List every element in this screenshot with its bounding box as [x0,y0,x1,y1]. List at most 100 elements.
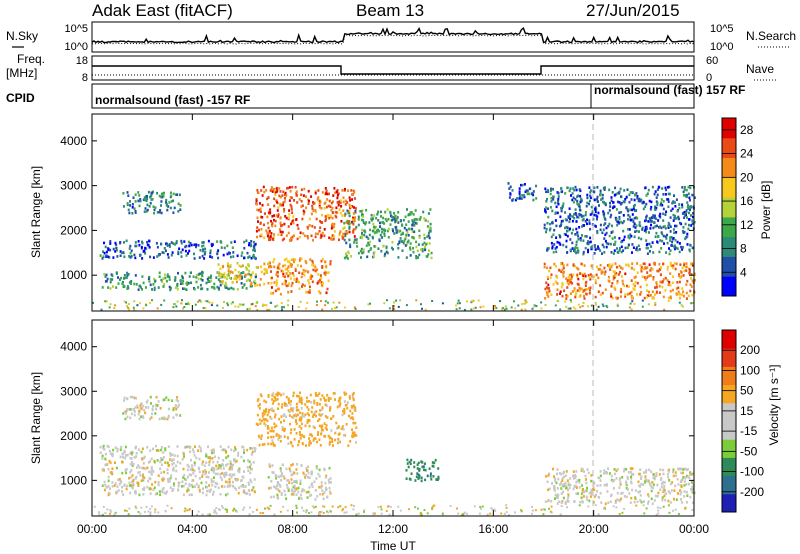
velocity-cell [275,477,278,480]
power-cell [160,242,163,246]
power-cell [282,264,285,268]
power-cell [577,216,580,219]
power-cell [671,240,674,244]
power-cell [163,283,166,286]
velocity-cell [648,482,651,486]
velocity-cell [132,479,135,482]
velocity-cell [615,506,618,509]
power-cell [651,241,654,244]
velocity-cell [279,467,282,470]
power-cell [633,222,636,226]
power-cell [667,200,670,203]
power-cell [178,193,181,197]
velocity-cell [273,485,276,488]
velocity-cell [680,498,682,501]
power-cell [290,290,293,293]
power-cell [257,220,259,223]
velocity-cell [599,484,602,487]
power-cell [158,194,161,198]
velocity-cell [584,489,587,493]
velocity-cell [267,427,270,430]
power-cell [245,266,248,269]
power-cell [594,248,597,251]
power-cell [688,270,691,274]
velocity-cell [405,469,408,472]
velocity-cell [297,408,300,412]
power-cell [608,209,611,212]
power-cell [148,246,151,249]
velocity-cell [281,403,284,406]
freq-tick-low: 8 [82,72,88,84]
power-cell [152,205,155,208]
power-cell [395,228,398,232]
power-cell [607,224,610,228]
power-cell [401,223,403,226]
power-cell [276,266,279,270]
velocity-cell [253,446,256,450]
power-cell [338,238,340,242]
velocity-cell [590,474,593,477]
power-cell [560,206,563,210]
velocity-cell [146,485,149,489]
power-cell [688,211,690,215]
velocity-cell [228,478,231,481]
power-cell [178,247,181,250]
power-cell [248,243,250,247]
velocity-cell [218,508,220,511]
power-cell [381,230,384,234]
power-cell [141,275,144,278]
power-cell [685,262,688,265]
velocity-cell [182,452,185,456]
power-cell [555,236,558,239]
power-cell [614,274,617,277]
velocity-y-tick-label: 4000 [60,340,87,354]
velocity-cell [313,413,316,416]
power-cell [668,185,671,189]
power-cell [662,278,665,281]
power-cell [632,220,635,223]
velocity-cell [267,431,269,435]
power-cell [565,225,568,229]
power-cell [326,192,329,196]
velocity-cell [244,485,247,488]
velocity-cell [672,468,675,471]
power-cell [252,245,255,248]
power-cell [628,306,631,309]
power-cell [668,223,671,226]
power-cell [227,251,230,254]
power-cell [540,301,543,304]
velocity-cell [578,486,581,489]
velocity-cell [188,473,191,476]
power-cell [636,281,639,285]
power-cell [373,251,376,254]
velocity-cell [176,460,179,464]
velocity-cell [161,490,164,494]
power-cell [560,219,563,223]
velocity-cell [181,485,183,488]
power-cell [169,206,172,210]
power-cell [344,234,347,238]
power-cell [613,287,616,290]
velocity-cell [135,455,138,458]
power-cell [639,285,642,289]
power-cell [187,301,190,304]
power-cell [644,226,647,229]
power-cell [171,251,174,254]
velocity-cell [284,493,287,497]
power-cell [195,274,198,277]
velocity-cell [142,466,145,470]
power-cell [267,231,270,235]
power-cell [671,207,674,211]
power-cell [672,201,675,204]
power-cell [635,224,638,227]
velocity-cell [202,487,204,490]
velocity-cell [649,484,652,487]
power-cell [289,238,291,242]
power-cell [635,209,638,212]
velocity-cell [576,492,579,495]
power-cell [308,291,311,294]
power-cell [294,185,297,189]
velocity-y-label: Slant Range [km] [29,372,43,464]
power-cell [561,294,564,298]
power-cell [562,275,565,278]
